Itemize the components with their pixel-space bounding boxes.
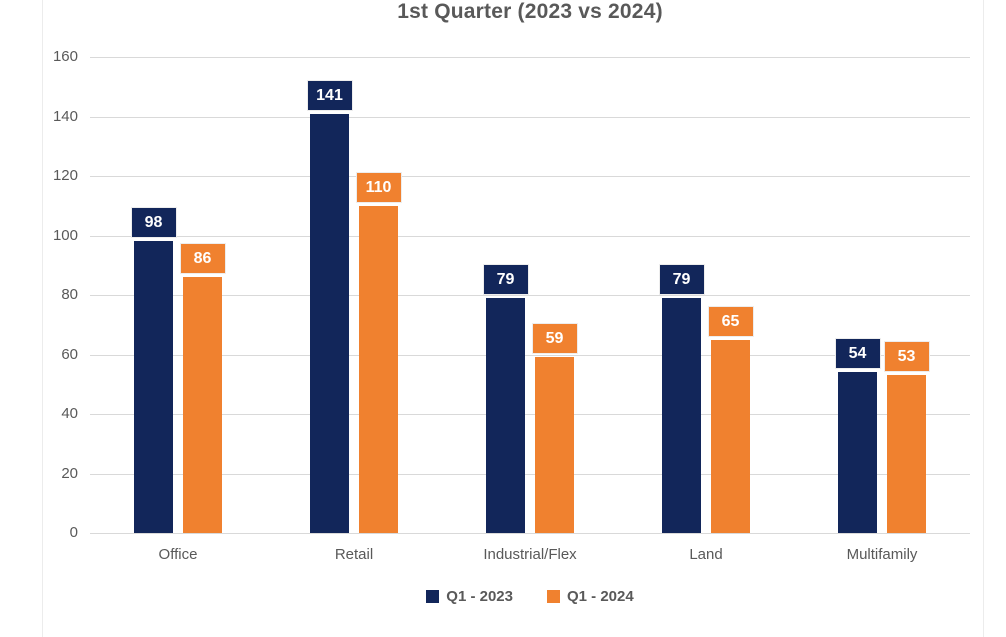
gridline [90,116,970,118]
bar-q1-2023 [662,297,701,533]
y-axis-tick-label: 160 [52,48,78,65]
bar-q1-2024 [887,375,926,533]
bar-value-label: 86 [180,244,225,274]
gridline [90,414,970,415]
y-axis-tick-label: 100 [52,226,78,244]
y-axis-tick-label: 20 [61,464,78,482]
legend-item: Q1 - 2024 [547,588,634,605]
bar-value-label: 53 [884,342,929,372]
bar-value-label: 110 [356,172,401,202]
gridline [90,473,970,475]
bar-q1-2023 [486,297,525,533]
bar-q1-2024 [183,277,222,533]
gridline [90,57,970,58]
bar-q1-2024 [535,357,574,533]
y-axis-tick-label: 80 [61,286,78,303]
bar-value-label: 59 [532,324,577,354]
legend-item: Q1 - 2023 [426,588,513,605]
gridline [90,354,970,356]
legend-swatch-icon [547,590,560,603]
gridline [90,176,970,177]
y-axis-tick-label: 40 [61,405,78,422]
legend-label: Q1 - 2024 [567,588,634,605]
y-axis-tick-label: 0 [69,524,78,541]
x-axis-category-label: Land [689,546,723,563]
gridline [90,533,970,534]
legend-label: Q1 - 2023 [446,588,513,605]
bar-value-label: 141 [307,80,352,110]
y-axis-tick-label: 60 [61,345,78,363]
bar-value-label: 54 [835,339,880,369]
bar-q1-2023 [134,241,173,533]
plot-area: 98 86 141 110 79 59 79 65 54 53 [90,57,970,534]
bar-q1-2023 [838,372,877,533]
bar-value-label: 98 [131,208,176,238]
y-axis-tick-label: 120 [52,167,78,184]
bar-q1-2024 [711,339,750,533]
chart-frame [42,0,984,637]
y-axis-tick-label: 140 [52,107,78,125]
bar-value-label: 79 [483,264,528,294]
legend: Q1 - 2023 Q1 - 2024 [90,588,970,605]
x-axis-category-label: Multifamily [846,546,918,563]
chart-title: 1st Quarter (2023 vs 2024) [397,0,663,23]
x-axis-category-label: Industrial/Flex [483,546,577,563]
gridline [90,295,970,296]
legend-swatch-icon [426,590,440,603]
x-axis-category-label: Office [158,546,198,563]
bar-q1-2024 [359,205,398,533]
bar-value-label: 65 [708,306,753,336]
gridline [90,235,970,237]
bar-value-label: 79 [659,264,704,294]
x-axis-category-label: Retail [334,546,374,563]
bar-q1-2023 [310,113,349,533]
